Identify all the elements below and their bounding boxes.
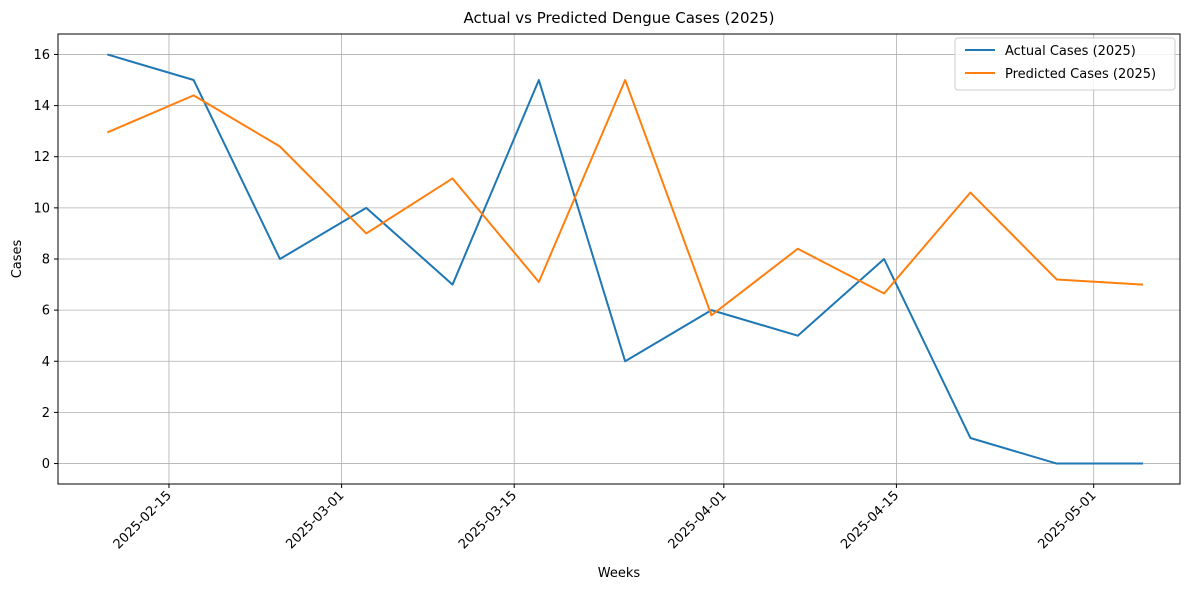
x-tick-label: 2025-04-15: [838, 488, 902, 552]
y-tick-label: 12: [33, 150, 50, 165]
y-tick-label: 0: [42, 457, 50, 472]
x-tick-label: 2025-05-01: [1035, 488, 1099, 552]
y-tick-label: 2: [42, 406, 50, 421]
y-tick-label: 16: [33, 48, 50, 63]
y-axis-ticks: 0 2 4 6 8 10 12 14 16: [33, 48, 58, 472]
legend: Actual Cases (2025) Predicted Cases (202…: [954, 37, 1176, 91]
grid-lines: [58, 34, 1180, 484]
legend-label-predicted: Predicted Cases (2025): [1005, 67, 1156, 82]
chart-title: Actual vs Predicted Dengue Cases (2025): [464, 9, 775, 27]
x-axis-ticks: 2025-02-15 2025-03-01 2025-03-15 2025-04-01…: [111, 484, 1100, 552]
x-tick-label: 2025-03-15: [456, 488, 520, 552]
y-tick-label: 6: [42, 304, 50, 319]
y-tick-label: 4: [42, 355, 50, 370]
series-line-1: [106, 79, 1144, 317]
y-tick-label: 10: [33, 201, 50, 216]
series-lines: [106, 53, 1144, 465]
x-axis-label: Weeks: [598, 566, 641, 581]
x-tick-label: 2025-04-01: [666, 488, 730, 552]
y-tick-label: 14: [33, 99, 50, 114]
y-tick-label: 8: [42, 253, 50, 268]
y-axis-label: Cases: [10, 239, 25, 278]
legend-label-actual: Actual Cases (2025): [1005, 44, 1136, 59]
x-tick-label: 2025-02-15: [111, 488, 175, 552]
legend-box: [954, 37, 1176, 91]
x-tick-label: 2025-03-01: [283, 488, 347, 552]
